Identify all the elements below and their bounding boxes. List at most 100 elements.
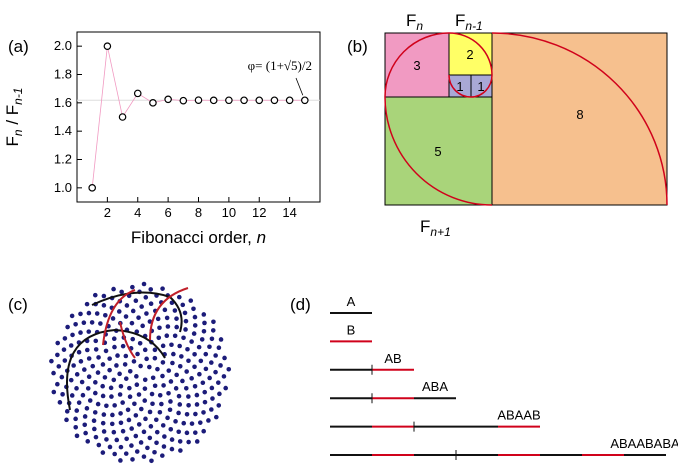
- dot: [213, 353, 218, 358]
- dot: [195, 402, 200, 407]
- y-label-part: F: [3, 136, 22, 146]
- dot: [156, 317, 161, 322]
- dot: [140, 324, 145, 329]
- dot: [161, 383, 166, 388]
- dot: [60, 375, 65, 380]
- dot: [168, 407, 173, 412]
- dot: [126, 407, 131, 412]
- dot: [177, 295, 182, 300]
- dot: [73, 425, 78, 430]
- word-label: ABAAB: [497, 408, 540, 423]
- dot: [174, 386, 179, 391]
- dot: [192, 352, 197, 357]
- dot: [211, 320, 216, 325]
- dot: [143, 386, 148, 391]
- dot: [189, 376, 194, 381]
- dot: [104, 403, 109, 408]
- x-tick-label: 4: [134, 205, 141, 220]
- fib-label: Fn+1: [420, 217, 451, 239]
- dot: [185, 347, 190, 352]
- dot: [158, 410, 163, 415]
- dot: [155, 367, 160, 372]
- dot: [130, 285, 135, 290]
- dot: [142, 398, 147, 403]
- dot: [161, 423, 166, 428]
- fib-label: F: [406, 11, 416, 30]
- dot: [71, 363, 76, 368]
- dot: [143, 348, 148, 353]
- dot: [190, 421, 195, 426]
- dot: [197, 345, 202, 350]
- dot: [159, 402, 164, 407]
- dot: [135, 352, 140, 357]
- marker: [119, 114, 125, 120]
- y-tick-label: 1.2: [54, 152, 72, 167]
- dot: [166, 324, 171, 329]
- dot: [177, 402, 182, 407]
- dot: [130, 321, 135, 326]
- dot: [156, 335, 161, 340]
- dot: [139, 407, 144, 412]
- dot: [209, 360, 214, 365]
- square-label: 1: [456, 79, 463, 94]
- dot: [170, 361, 175, 366]
- dot: [95, 311, 100, 316]
- dot: [121, 429, 126, 434]
- marker: [241, 97, 247, 103]
- dot: [78, 312, 83, 317]
- square-label: 3: [413, 58, 420, 73]
- dot: [184, 319, 189, 324]
- dot: [74, 408, 79, 413]
- dot: [102, 429, 107, 434]
- dot: [97, 443, 102, 448]
- dot: [183, 327, 188, 332]
- word-label: ABAABABA: [610, 436, 678, 451]
- dot: [77, 400, 82, 405]
- dot: [124, 437, 129, 442]
- dot: [101, 450, 106, 455]
- fib-label: Fn-1: [455, 11, 483, 33]
- dot: [188, 298, 193, 303]
- dot: [129, 426, 134, 431]
- dot: [160, 286, 165, 291]
- word-lines: ABABABAABAABABAABABA: [330, 294, 678, 460]
- dot: [86, 386, 91, 391]
- dot: [101, 362, 106, 367]
- dot: [213, 370, 218, 375]
- dot: [131, 309, 136, 314]
- dot: [201, 312, 206, 317]
- dot: [134, 434, 139, 439]
- panel-label: (d): [290, 295, 311, 314]
- dot: [222, 374, 227, 379]
- dot: [153, 356, 158, 361]
- dot: [191, 306, 196, 311]
- dot: [135, 449, 140, 454]
- marker: [271, 97, 277, 103]
- dot: [184, 386, 189, 391]
- dot: [135, 382, 140, 387]
- dot: [177, 394, 182, 399]
- dot: [211, 328, 216, 333]
- dot: [155, 430, 160, 435]
- dot: [186, 358, 191, 363]
- dot: [142, 454, 147, 459]
- fib-sub: n: [416, 19, 423, 33]
- dot: [217, 392, 222, 397]
- dot: [88, 398, 93, 403]
- dot: [178, 439, 183, 444]
- dot: [100, 384, 105, 389]
- dot: [185, 412, 190, 417]
- dot: [193, 384, 198, 389]
- dot: [198, 420, 203, 425]
- dot: [129, 443, 134, 448]
- dot: [123, 362, 128, 367]
- dot: [138, 364, 143, 369]
- dot: [121, 344, 126, 349]
- dot: [202, 390, 207, 395]
- dot: [73, 322, 78, 327]
- dot: [83, 414, 88, 419]
- dot: [202, 329, 207, 334]
- dot: [112, 430, 117, 435]
- dot: [112, 345, 117, 350]
- dot: [166, 391, 171, 396]
